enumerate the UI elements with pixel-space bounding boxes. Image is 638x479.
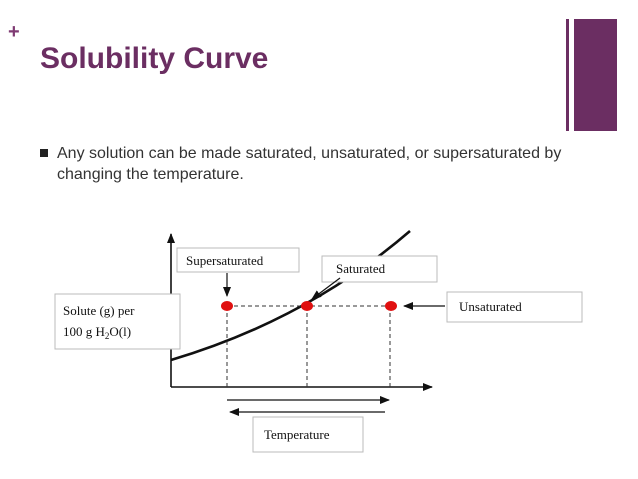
point-supersaturated [221, 301, 233, 311]
y-axis-label-box [54, 293, 181, 350]
plus-mark: + [8, 21, 20, 43]
supersaturated-label: Supersaturated [186, 253, 264, 268]
y-axis-label-subscript: 2 [105, 331, 110, 341]
point-unsaturated [385, 301, 397, 311]
point-saturated [301, 301, 313, 311]
accent-bar-thick [574, 19, 617, 131]
unsaturated-label: Unsaturated [459, 299, 522, 314]
bullet-text: Any solution can be made saturated, unsa… [57, 145, 562, 183]
y-axis-label-prefix: 100 g H [63, 324, 105, 339]
y-axis-label-line1: Solute (g) per [63, 303, 135, 318]
x-axis-label: Temperature [264, 427, 330, 442]
saturated-label: Saturated [336, 261, 386, 276]
accent-bar-thin [566, 19, 569, 131]
x-axis-label-box [252, 416, 364, 453]
saturated-arrow [311, 277, 341, 300]
saturated-label-box [321, 255, 438, 283]
slide-title: Solubility Curve [40, 42, 269, 75]
supersaturated-label-box [176, 247, 300, 273]
unsaturated-label-box [446, 291, 583, 323]
y-axis-label-line2: 100 g H2O(l) [63, 324, 131, 341]
bullet-square-icon [40, 149, 48, 157]
y-axis-label-suffix: O(l) [109, 324, 131, 339]
